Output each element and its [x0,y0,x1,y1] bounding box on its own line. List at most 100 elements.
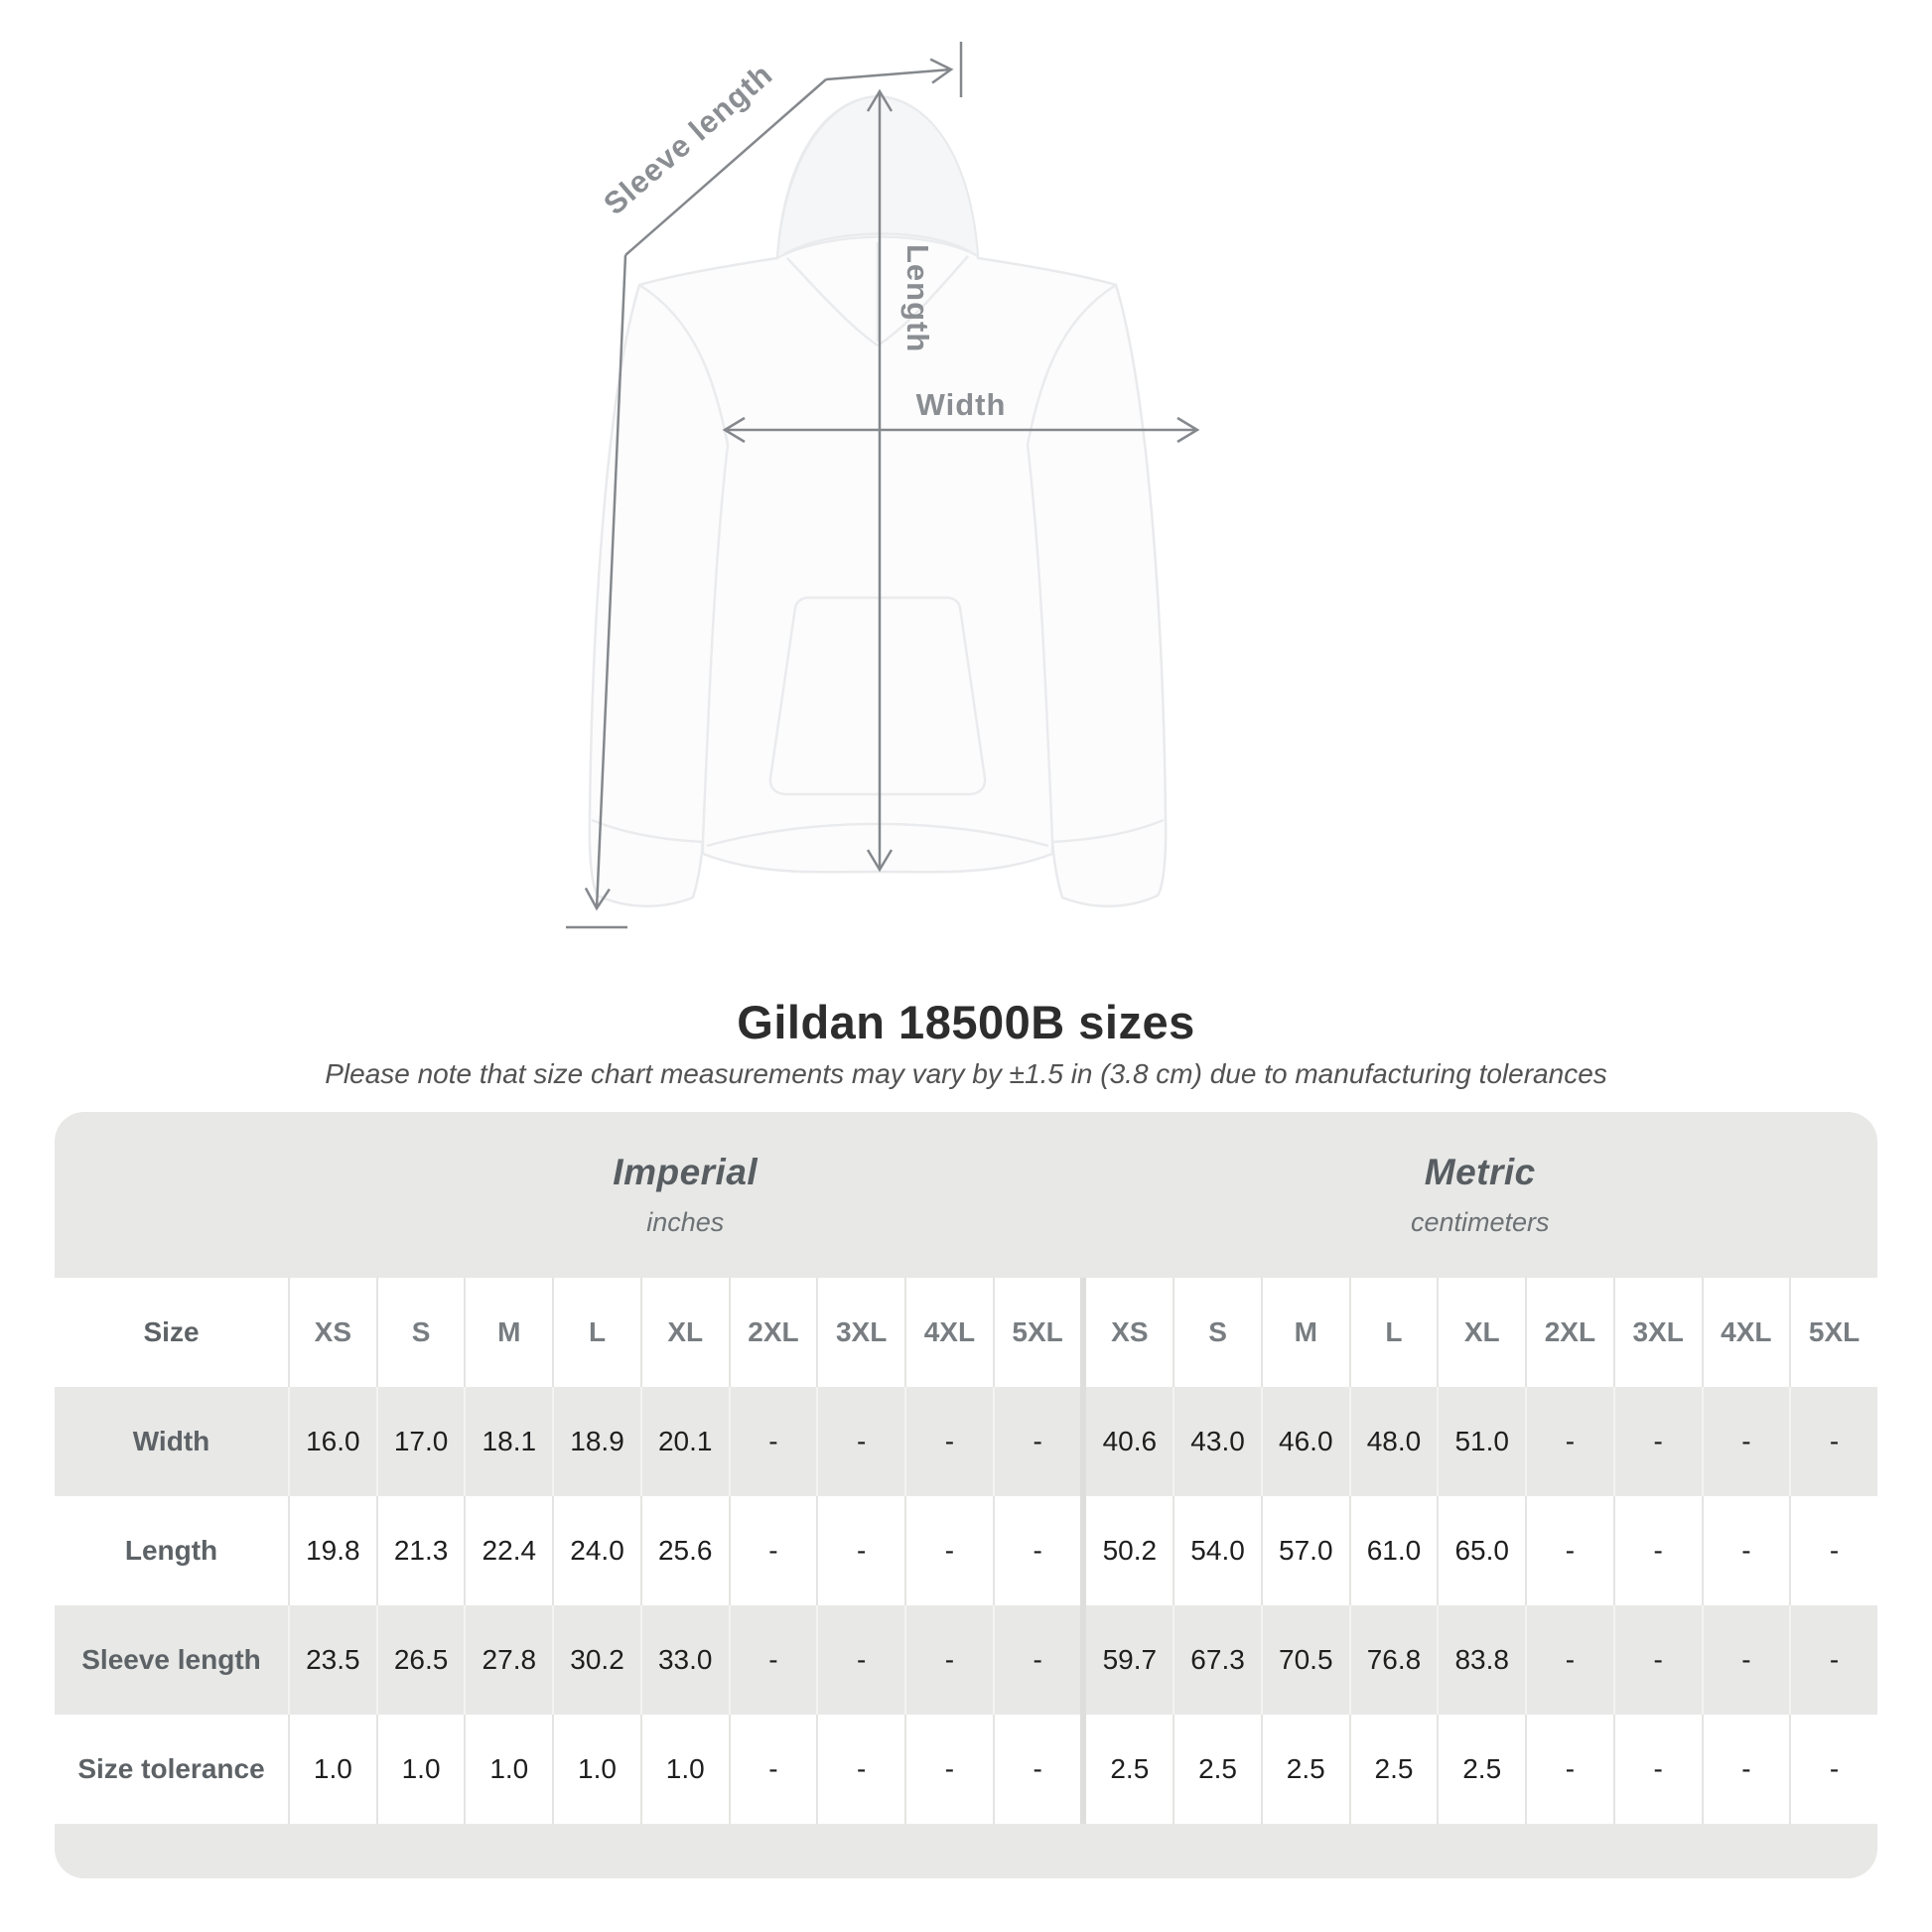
value-cell: 50.2 [1080,1496,1173,1605]
value-cell: - [1612,1605,1702,1715]
value-cell: - [816,1496,904,1605]
value-cell: 25.6 [639,1496,729,1605]
value-cell: - [1701,1605,1790,1715]
value-cell: - [1789,1387,1877,1496]
value-cell: 76.8 [1348,1605,1438,1715]
size-column-header: L [1348,1278,1438,1387]
value-cell: - [904,1496,993,1605]
size-table-body: Size XS S M L XL 2XL 3XL 4XL 5XL XS S M L XL 2XL 3XL 4XL 5… [55,1278,1877,1824]
value-cell: 43.0 [1173,1387,1261,1496]
sleeve-length-arrow-down [584,254,627,911]
value-cell: - [1525,1605,1613,1715]
value-cell: 83.8 [1437,1605,1525,1715]
value-cell: 18.1 [464,1387,552,1496]
value-cell: - [816,1605,904,1715]
value-cell: - [904,1715,993,1824]
value-cell: 2.5 [1080,1715,1173,1824]
value-cell: 33.0 [639,1605,729,1715]
value-cell: - [1789,1496,1877,1605]
size-column-header: 2XL [728,1278,817,1387]
value-cell: 46.0 [1260,1387,1349,1496]
value-cell: 2.5 [1437,1715,1525,1824]
unit-header-band: Imperial inches Metric centimeters [55,1112,1877,1278]
sleeve-length-arrow-top [825,58,954,84]
value-cell: - [728,1387,817,1496]
value-cell: 2.5 [1348,1715,1438,1824]
size-column-header: M [1260,1278,1349,1387]
row-label: Width [132,1426,210,1456]
value-cell: - [728,1605,817,1715]
value-cell: 61.0 [1348,1496,1438,1605]
size-column-header: S [375,1278,465,1387]
value-cell: 16.0 [288,1387,376,1496]
value-cell: 1.0 [552,1715,640,1824]
table-row: Size tolerance 1.0 1.0 1.0 1.0 1.0- - - -2.5 2.5 2… [55,1715,1877,1824]
width-label: Width [916,387,1007,422]
value-cell: - [992,1715,1081,1824]
hoodie-illustration [588,94,1168,907]
value-cell: 20.1 [639,1387,729,1496]
value-cell: 2.5 [1173,1715,1261,1824]
length-label: Length [900,244,935,352]
value-cell: - [904,1387,993,1496]
value-cell: 24.0 [552,1496,640,1605]
value-cell: - [728,1496,817,1605]
value-cell: 21.3 [375,1496,465,1605]
value-cell: - [992,1387,1081,1496]
value-cell: - [1701,1387,1790,1496]
imperial-unit: inches [646,1207,725,1237]
row-label: Sleeve length [81,1644,261,1675]
value-cell: 70.5 [1260,1605,1349,1715]
value-cell: 18.9 [552,1387,640,1496]
value-cell: - [1525,1715,1613,1824]
value-cell: 48.0 [1348,1387,1438,1496]
table-bottom-band [55,1824,1877,1878]
row-label: Size tolerance [77,1753,265,1784]
unit-band-spacer [55,1112,288,1278]
size-column-header: S [1173,1278,1261,1387]
tolerance-note: Please note that size chart measurements… [325,1058,1607,1089]
value-cell: - [1789,1715,1877,1824]
size-column-header: L [552,1278,640,1387]
value-cell: - [1612,1496,1702,1605]
value-cell: - [1525,1387,1613,1496]
size-column-header: 3XL [1612,1278,1702,1387]
table-row: Length 19.8 21.3 22.4 24.0 25.6- - - -50.2 54.0 57… [55,1496,1877,1605]
size-table: Imperial inches Metric centimeters Size X… [55,1112,1877,1878]
value-cell: 1.0 [288,1715,376,1824]
row-label: Length [124,1535,218,1566]
value-cell: 1.0 [464,1715,552,1824]
value-cell: 17.0 [375,1387,465,1496]
value-cell: 51.0 [1437,1387,1525,1496]
metric-unit: centimeters [1410,1207,1550,1237]
table-row: Sleeve length 23.5 26.5 27.8 30.2 33.0- - - -59.… [55,1605,1877,1715]
value-cell: 40.6 [1080,1387,1173,1496]
table-row: Size XS S M L XL 2XL 3XL 4XL 5XL XS S M L XL 2XL 3XL 4XL 5… [55,1278,1877,1387]
value-cell: - [816,1387,904,1496]
value-cell: - [1701,1496,1790,1605]
table-row: Width 16.0 17.0 18.1 18.9 20.1- - - -40.6 43.0 46.… [55,1387,1877,1496]
page-title: Gildan 18500B sizes [737,996,1195,1048]
row-label: Size [143,1316,200,1347]
size-column-header: 2XL [1525,1278,1613,1387]
imperial-title: Imperial [613,1152,759,1192]
value-cell: - [1525,1496,1613,1605]
value-cell: - [904,1605,993,1715]
size-column-header: XL [1437,1278,1525,1387]
size-column-header: M [464,1278,552,1387]
size-column-header: XL [639,1278,729,1387]
size-column-header: 3XL [816,1278,904,1387]
value-cell: - [992,1605,1081,1715]
value-cell: 67.3 [1173,1605,1261,1715]
size-column-header: 4XL [1701,1278,1790,1387]
value-cell: - [816,1715,904,1824]
value-cell: 65.0 [1437,1496,1525,1605]
size-column-header: 5XL [1789,1278,1877,1387]
value-cell: 57.0 [1260,1496,1349,1605]
metric-header: Metric centimeters [1083,1112,1878,1278]
value-cell: 1.0 [639,1715,729,1824]
value-cell: 26.5 [375,1605,465,1715]
value-cell: 1.0 [375,1715,465,1824]
sleeve-length-arrow-diagonal [624,78,827,256]
value-cell: - [1701,1715,1790,1824]
